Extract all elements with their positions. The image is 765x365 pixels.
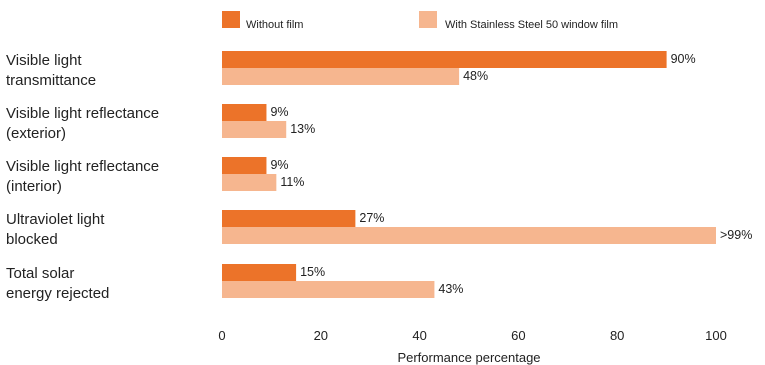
data-label-2-3: 11% bbox=[280, 175, 304, 189]
category-label-4-line-1: Ultraviolet light bbox=[6, 211, 105, 228]
category-label-3-line-2: (interior) bbox=[6, 178, 62, 195]
category-label-1-line-2: transmittance bbox=[6, 72, 96, 89]
category-labels: Visible light transmittance Visible light … bbox=[6, 52, 159, 302]
data-labels: 90% 9% 9% 27% 15% 48% 13% 11% >99% 43% bbox=[270, 52, 752, 296]
data-label-1-3: 9% bbox=[270, 158, 288, 172]
x-tick-label-1: 0 bbox=[218, 328, 225, 343]
bar-1-2 bbox=[222, 104, 267, 121]
data-label-1-4: 27% bbox=[359, 211, 384, 225]
data-label-2-2: 13% bbox=[290, 122, 315, 136]
bar-2-3 bbox=[222, 174, 277, 191]
data-label-2-5: 43% bbox=[438, 282, 463, 296]
category-label-5-line-1: Total solar bbox=[6, 265, 74, 282]
x-axis-title: Performance percentage bbox=[397, 350, 540, 365]
bar-1-3 bbox=[222, 157, 267, 174]
legend: Without film With Stainless Steel 50 wind… bbox=[222, 11, 618, 31]
x-tick-label-2: 20 bbox=[314, 328, 328, 343]
x-tick-label-6: 100 bbox=[705, 328, 727, 343]
legend-label-2: With Stainless Steel 50 window film bbox=[445, 19, 618, 31]
x-tick-label-3: 40 bbox=[412, 328, 426, 343]
data-label-1-2: 9% bbox=[270, 105, 288, 119]
category-label-4-line-2: blocked bbox=[6, 231, 58, 248]
category-label-2-line-1: Visible light reflectance bbox=[6, 105, 159, 122]
x-tick-label-5: 80 bbox=[610, 328, 624, 343]
x-tick-label-4: 60 bbox=[511, 328, 525, 343]
bar-2-1 bbox=[222, 68, 460, 85]
legend-swatch-1 bbox=[222, 11, 240, 28]
legend-label-1: Without film bbox=[246, 19, 303, 31]
bar-1-5 bbox=[222, 264, 297, 281]
legend-swatch-2 bbox=[419, 11, 437, 28]
data-label-2-4: >99% bbox=[720, 228, 752, 242]
bar-1-4 bbox=[222, 210, 356, 227]
bar-2-4 bbox=[222, 227, 716, 244]
bar-2-2 bbox=[222, 121, 287, 138]
category-label-1-line-1: Visible light bbox=[6, 52, 82, 69]
data-label-2-1: 48% bbox=[463, 69, 488, 83]
category-label-3-line-1: Visible light reflectance bbox=[6, 158, 159, 175]
category-label-5-line-2: energy rejected bbox=[6, 285, 109, 302]
data-label-1-5: 15% bbox=[300, 265, 325, 279]
bar-2-5 bbox=[222, 281, 435, 298]
x-axis: 0 20 40 60 80 100 bbox=[218, 328, 726, 343]
category-label-2-line-2: (exterior) bbox=[6, 125, 66, 142]
data-label-1-1: 90% bbox=[671, 52, 696, 66]
bar-1-1 bbox=[222, 51, 667, 68]
bars bbox=[222, 51, 716, 298]
